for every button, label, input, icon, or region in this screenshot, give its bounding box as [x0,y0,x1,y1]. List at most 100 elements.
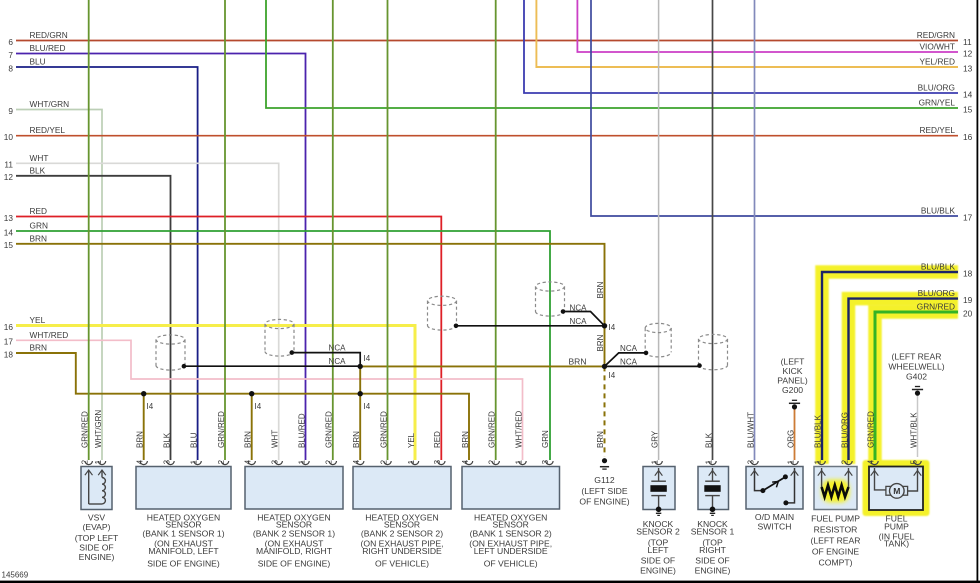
svg-text:SWITCH: SWITCH [758,522,792,532]
svg-text:SENSOR: SENSOR [384,520,420,530]
svg-text:GRN/RED: GRN/RED [866,411,875,448]
svg-text:15: 15 [4,240,14,250]
svg-text:(ON EXHAUST: (ON EXHAUST [154,539,213,549]
svg-text:BRN: BRN [596,334,605,351]
svg-text:RED/YEL: RED/YEL [919,125,955,135]
svg-text:NCA: NCA [620,357,638,366]
svg-text:4: 4 [244,459,253,464]
svg-text:RED/GRN: RED/GRN [917,30,955,40]
svg-text:3: 3 [433,459,442,464]
svg-text:YEL/RED: YEL/RED [919,57,955,67]
svg-text:YEL: YEL [30,315,46,325]
svg-text:M: M [893,486,900,496]
svg-text:BLU/BLK: BLU/BLK [813,414,822,448]
svg-text:OF VEHICLE): OF VEHICLE) [375,559,429,569]
svg-text:G402: G402 [906,372,927,382]
svg-text:WHT/GRN: WHT/GRN [30,99,70,109]
svg-text:BRN: BRN [352,431,361,448]
svg-text:HEATED OXYGEN: HEATED OXYGEN [147,513,220,523]
svg-text:GRN/YEL: GRN/YEL [919,98,956,108]
svg-text:BLU/BLK: BLU/BLK [921,262,956,272]
svg-text:(LEFT: (LEFT [781,357,806,367]
svg-text:O/D MAIN: O/D MAIN [755,512,794,522]
svg-text:KNOCK: KNOCK [697,519,728,529]
svg-text:(ON EXHAUST PIPE,: (ON EXHAUST PIPE, [361,539,444,549]
svg-text:(TOP: (TOP [648,538,669,548]
svg-text:WHT/BLK: WHT/BLK [909,412,918,448]
svg-text:SENSOR: SENSOR [493,520,529,530]
svg-text:1: 1 [189,459,198,464]
svg-text:BLU/BLK: BLU/BLK [921,206,956,216]
svg-text:8: 8 [8,63,13,73]
svg-text:WHT: WHT [30,153,49,163]
svg-text:SENSOR: SENSOR [165,520,201,530]
svg-text:TANK): TANK) [884,539,909,549]
svg-text:3: 3 [746,459,755,464]
svg-text:GRN/RED: GRN/RED [917,302,955,312]
svg-text:19: 19 [963,295,973,305]
svg-text:(BANK 1 SENSOR 1): (BANK 1 SENSOR 1) [142,529,224,539]
svg-text:20: 20 [963,309,973,319]
svg-text:GRN: GRN [30,221,48,231]
svg-text:OF ENGINE: OF ENGINE [812,547,860,557]
svg-text:ORG: ORG [786,430,795,448]
svg-text:G112: G112 [594,475,615,485]
svg-text:ENGINE): ENGINE) [640,566,676,576]
svg-text:1: 1 [813,459,822,464]
svg-text:BRN: BRN [596,431,605,448]
svg-text:OF VEHICLE): OF VEHICLE) [484,559,538,569]
svg-text:17: 17 [963,213,973,223]
svg-text:RED: RED [433,431,442,448]
svg-text:BRN: BRN [30,343,48,353]
svg-text:VIO/WHT: VIO/WHT [920,42,956,52]
svg-text:14: 14 [963,90,973,100]
svg-text:NCA: NCA [620,344,638,353]
svg-text:SIDE OF: SIDE OF [641,556,675,566]
svg-text:BRN: BRN [569,357,587,367]
svg-text:(ON EXHAUST PIPE,: (ON EXHAUST PIPE, [469,539,552,549]
svg-text:14: 14 [4,227,14,237]
svg-text:2: 2 [840,459,849,464]
svg-text:LEFT UNDERSIDE: LEFT UNDERSIDE [474,546,548,556]
svg-text:RED/GRN: RED/GRN [30,30,68,40]
svg-text:GRN: GRN [541,430,550,448]
svg-text:1: 1 [407,459,416,464]
svg-text:2: 2 [81,459,90,464]
svg-text:COMPT): COMPT) [819,558,853,568]
svg-text:OF ENGINE): OF ENGINE) [579,497,629,507]
svg-text:HEATED OXYGEN: HEATED OXYGEN [474,513,547,523]
svg-text:SIDE OF: SIDE OF [695,556,729,566]
svg-text:6: 6 [8,37,13,47]
svg-text:NCA: NCA [329,357,347,366]
svg-text:9: 9 [8,106,13,116]
svg-text:4: 4 [136,459,145,464]
svg-text:HEATED OXYGEN: HEATED OXYGEN [365,513,438,523]
svg-text:I4: I4 [609,323,616,332]
svg-text:2: 2 [488,459,497,464]
svg-text:1: 1 [297,459,306,464]
svg-text:3: 3 [271,459,280,464]
svg-text:1: 1 [94,459,103,464]
svg-text:11: 11 [4,160,13,170]
svg-text:FUEL PUMP: FUEL PUMP [811,514,860,524]
svg-text:BRN: BRN [244,431,253,448]
svg-text:YEL: YEL [407,432,416,448]
svg-text:I4: I4 [364,354,371,363]
svg-text:KNOCK: KNOCK [643,519,674,529]
svg-text:BLU/ORG: BLU/ORG [918,288,955,298]
svg-text:5: 5 [909,459,918,464]
svg-text:BLU/ORG: BLU/ORG [918,83,955,93]
svg-text:(EVAP): (EVAP) [82,522,110,532]
svg-text:4: 4 [461,459,470,464]
svg-text:17: 17 [4,337,14,347]
svg-text:(LEFT REAR: (LEFT REAR [811,536,861,546]
svg-text:12: 12 [963,49,973,59]
svg-text:WHT/RED: WHT/RED [30,330,69,340]
svg-text:MANIFOLD, LEFT: MANIFOLD, LEFT [148,546,219,556]
svg-text:(BANK 2 SENSOR 2): (BANK 2 SENSOR 2) [361,529,443,539]
svg-text:(LEFT REAR: (LEFT REAR [892,352,942,362]
svg-text:3: 3 [541,459,550,464]
svg-text:3: 3 [162,459,171,464]
svg-text:SIDE OF ENGINE): SIDE OF ENGINE) [147,559,220,569]
svg-text:BLK: BLK [704,432,713,448]
